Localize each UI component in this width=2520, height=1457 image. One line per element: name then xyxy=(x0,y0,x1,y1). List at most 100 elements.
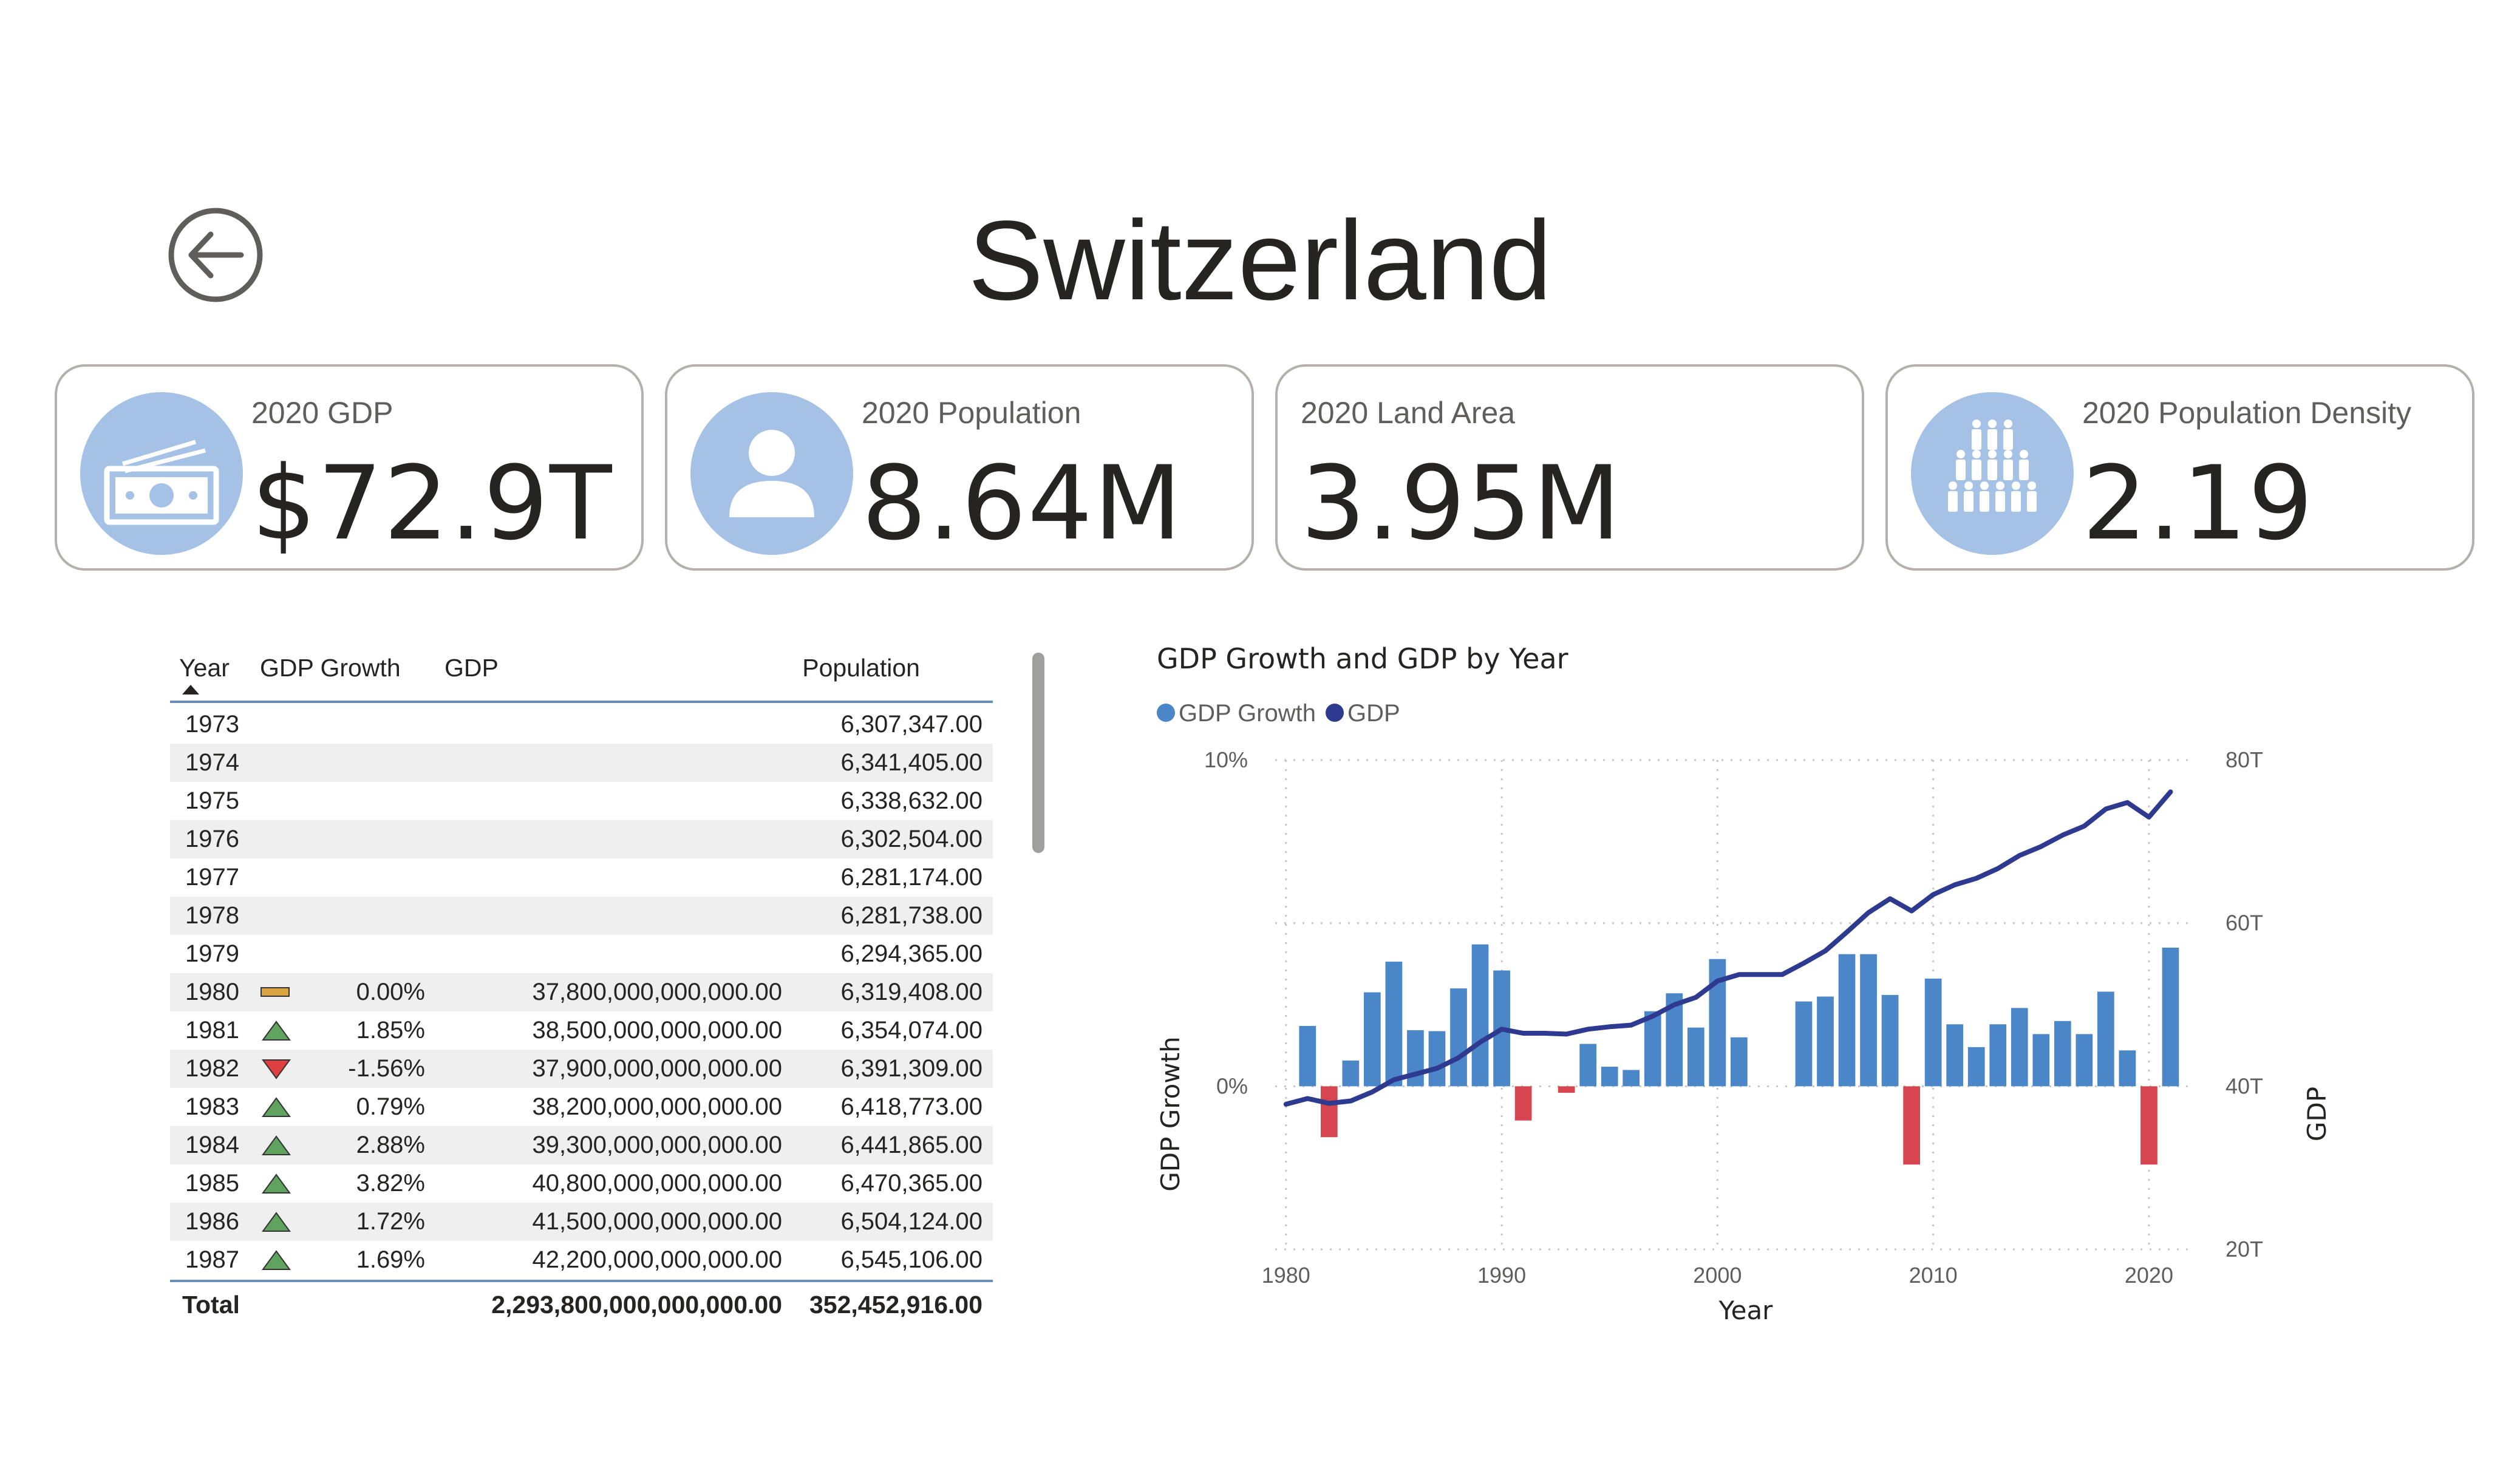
bar-gdp-growth xyxy=(1644,1011,1661,1087)
column-header-gdp-growth[interactable]: GDP Growth xyxy=(260,654,401,682)
table-row[interactable]: 1978 6,281,738.00 xyxy=(170,897,993,935)
year-cell: 1985 xyxy=(185,1170,239,1197)
growth-cell: 1.72% xyxy=(356,1208,425,1235)
bar-gdp-growth xyxy=(1903,1086,1920,1165)
table-row[interactable]: 1986 1.72% 41,500,000,000,000.00 6,504,124.… xyxy=(170,1203,993,1241)
crowd-person-body xyxy=(1995,491,2005,512)
table-row[interactable]: 1987 1.69% 42,200,000,000,000.00 6,545,106.… xyxy=(170,1241,993,1279)
crowd-person-head xyxy=(1980,481,1989,490)
x-tick-label: 1980 xyxy=(1262,1263,1310,1288)
kpi-label: 2020 Land Area xyxy=(1301,396,1516,430)
legend-label: GDP Growth xyxy=(1179,700,1316,727)
bar-gdp-growth xyxy=(1838,954,1856,1087)
table-scrollbar[interactable] xyxy=(1032,653,1044,853)
kpi-card-population-density: 2020 Population Density 2.19 xyxy=(1885,364,2474,571)
table-row[interactable]: 1985 3.82% 40,800,000,000,000.00 6,470,365.… xyxy=(170,1164,993,1203)
y-right-tick-label: 20T xyxy=(2225,1237,2263,1262)
bar-gdp-growth xyxy=(1967,1047,1985,1087)
table-row[interactable]: 1977 6,281,174.00 xyxy=(170,858,993,897)
table-row[interactable]: 1982 -1.56% 37,900,000,000,000.00 6,391,309… xyxy=(170,1050,993,1088)
bar-gdp-growth xyxy=(1795,1001,1813,1087)
x-tick-label: 2010 xyxy=(1909,1263,1958,1288)
population-cell: 6,319,408.00 xyxy=(840,979,982,1005)
bar-gdp-growth xyxy=(1299,1025,1316,1087)
column-header-gdp[interactable]: GDP xyxy=(444,654,499,682)
bar-gdp-growth xyxy=(1471,944,1489,1087)
bar-gdp-growth xyxy=(1558,1086,1575,1093)
x-tick-label: 1990 xyxy=(1477,1263,1526,1288)
crowd-person-body xyxy=(2003,429,2013,450)
population-cell: 6,281,738.00 xyxy=(840,902,982,929)
growth-cell: 0.79% xyxy=(356,1093,425,1120)
bar-gdp-growth xyxy=(2140,1086,2157,1165)
table-row[interactable]: 1975 6,338,632.00 xyxy=(170,782,993,820)
y-right-tick-label: 40T xyxy=(2225,1073,2263,1098)
population-cell: 6,281,174.00 xyxy=(840,864,982,891)
gdp-cell: 40,800,000,000,000.00 xyxy=(532,1170,782,1197)
y-right-tick-label: 60T xyxy=(2225,911,2263,936)
crowd-person-body xyxy=(2019,460,2029,480)
year-cell: 1987 xyxy=(185,1246,239,1273)
crowd-person-body xyxy=(1948,491,1958,512)
crowd-person-body xyxy=(1972,429,1981,450)
crowd-person-head xyxy=(1972,419,1981,428)
gdp-chart: 1980 1990 2000 2010 2020 10% 0% 80T 60T 40T 20T Yea… xyxy=(1156,747,2332,1325)
table-row[interactable]: 1974 6,341,405.00 xyxy=(170,744,993,782)
gdp-cell: 37,800,000,000,000.00 xyxy=(532,979,782,1005)
trend-flat-icon xyxy=(261,987,290,997)
crowd-person-head xyxy=(2012,481,2020,490)
table-row[interactable]: 1983 0.79% 38,200,000,000,000.00 6,418,773.… xyxy=(170,1088,993,1126)
crowd-person-head xyxy=(1956,450,1965,458)
bar-gdp-growth xyxy=(1364,992,1381,1087)
legend-item-gdp[interactable]: GDP xyxy=(1326,700,1400,727)
population-cell: 6,545,106.00 xyxy=(840,1246,982,1273)
bar-gdp-growth xyxy=(2097,991,2114,1087)
money-bill-icon xyxy=(80,392,243,555)
y-left-tick-label: 0% xyxy=(1216,1073,1248,1098)
crowd-person-head xyxy=(1988,419,1997,428)
bar-gdp-growth xyxy=(1601,1067,1618,1087)
population-cell: 6,504,124.00 xyxy=(840,1208,982,1235)
table-row[interactable]: 1984 2.88% 39,300,000,000,000.00 6,441,865.… xyxy=(170,1126,993,1164)
crowd-person-body xyxy=(2027,491,2037,512)
bar-gdp-growth xyxy=(1428,1031,1446,1087)
x-tick-label: 2020 xyxy=(2125,1263,2173,1288)
bar-gdp-growth xyxy=(1320,1086,1338,1138)
column-header-population[interactable]: Population xyxy=(802,654,920,682)
population-cell: 6,391,309.00 xyxy=(840,1055,982,1082)
column-header-year[interactable]: Year xyxy=(179,654,230,682)
crowd-person-body xyxy=(1980,491,1989,512)
crowd-person-body xyxy=(1987,460,1997,480)
table-row[interactable]: 1976 6,302,504.00 xyxy=(170,820,993,858)
growth-cell: -1.56% xyxy=(348,1055,425,1082)
table-row[interactable]: 1973 6,307,347.00 xyxy=(170,705,993,744)
gdp-cell: 41,500,000,000,000.00 xyxy=(532,1208,782,1235)
y-right-axis-title: GDP xyxy=(2302,1087,2332,1141)
table-row[interactable]: 1980 0.00% 37,800,000,000,000.00 6,319,408.… xyxy=(170,973,993,1011)
bar-gdp-growth xyxy=(1860,954,1877,1087)
y-left-tick-label: 10% xyxy=(1204,747,1248,772)
bar-gdp-growth xyxy=(1623,1070,1640,1087)
total-population: 352,452,916.00 xyxy=(809,1291,982,1319)
table-row[interactable]: 1979 6,294,365.00 xyxy=(170,935,993,973)
bar-gdp-growth xyxy=(1817,996,1834,1087)
year-cell: 1983 xyxy=(185,1093,239,1120)
bar-gdp-growth xyxy=(1514,1086,1532,1121)
bar-gdp-growth xyxy=(2032,1034,2050,1087)
legend-label: GDP xyxy=(1347,700,1400,727)
legend-item-gdp-growth[interactable]: GDP Growth xyxy=(1157,700,1316,727)
trend-up-icon xyxy=(262,1173,291,1194)
kpi-label: 2020 Population xyxy=(862,396,1081,430)
bar-gdp-growth xyxy=(1924,979,1942,1087)
population-cell: 6,294,365.00 xyxy=(840,940,982,967)
population-cell: 6,418,773.00 xyxy=(840,1093,982,1120)
year-cell: 1973 xyxy=(185,711,239,738)
kpi-value: 2.19 xyxy=(2082,444,2315,563)
table-row[interactable]: 1981 1.85% 38,500,000,000,000.00 6,354,074.… xyxy=(170,1011,993,1050)
header-divider xyxy=(170,701,993,703)
bar-gdp-growth xyxy=(1342,1060,1360,1087)
year-cell: 1975 xyxy=(185,787,239,814)
crowd-person-head xyxy=(1988,450,1997,458)
year-cell: 1982 xyxy=(185,1055,239,1082)
back-arrow-icon[interactable] xyxy=(167,206,264,304)
